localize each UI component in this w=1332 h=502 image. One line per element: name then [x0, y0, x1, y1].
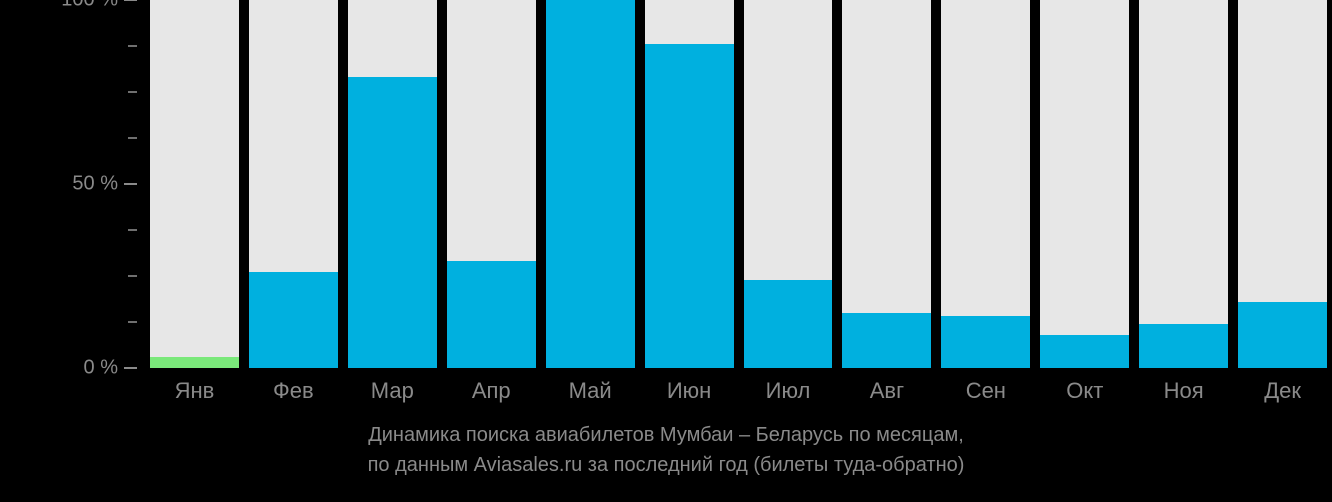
bar-slot[interactable] — [1233, 0, 1332, 368]
bar-track — [446, 0, 536, 368]
y-axis-tick-major — [124, 367, 137, 369]
bar-value — [1040, 334, 1130, 368]
bar-track — [842, 0, 932, 368]
bar-value — [150, 356, 239, 368]
bar-slot[interactable] — [1134, 0, 1233, 368]
bar-slot[interactable] — [145, 0, 244, 368]
y-axis: 100 % 50 % 0 % — [0, 0, 145, 379]
bar-slot[interactable] — [739, 0, 838, 368]
x-axis-label: Сен — [965, 378, 1006, 403]
bar-track — [941, 0, 1031, 368]
bar-track — [644, 0, 734, 368]
plot-area — [145, 0, 1332, 368]
y-axis-tick-major — [124, 0, 137, 1]
chart-caption: Динамика поиска авиабилетов Мумбаи – Бел… — [0, 420, 1332, 480]
caption-line-2: по данным Aviasales.ru за последний год … — [367, 454, 965, 476]
x-axis-label: Окт — [1066, 378, 1104, 403]
bar-slot[interactable] — [541, 0, 640, 368]
x-axis-label: Фев — [273, 378, 314, 403]
bar-value — [248, 272, 338, 368]
bar-slot[interactable] — [640, 0, 739, 368]
y-axis-label: 0 % — [83, 356, 118, 379]
y-axis-tick-minor — [128, 137, 137, 139]
y-axis-tick-minor — [128, 321, 137, 323]
y-axis-tick-major — [124, 183, 137, 185]
bar-value — [743, 279, 833, 368]
bar-value — [1238, 301, 1328, 368]
y-axis-tick-minor — [128, 91, 137, 93]
x-axis-label: Апр — [471, 378, 511, 403]
bar-value — [347, 77, 437, 368]
bar-series — [145, 0, 1332, 368]
bar-track — [1139, 0, 1229, 368]
x-axis-label: Мар — [370, 378, 414, 403]
bar-track — [743, 0, 833, 368]
x-axis-label: Авг — [869, 378, 905, 403]
y-axis-label: 50 % — [72, 172, 118, 195]
y-axis-tick-minor — [128, 275, 137, 277]
bar-value — [446, 261, 536, 368]
x-axis-label: Июл — [765, 378, 811, 403]
bar-track — [347, 0, 437, 368]
bar-value — [842, 312, 932, 368]
x-axis-label: Май — [568, 378, 612, 403]
bar-track — [248, 0, 338, 368]
x-axis: Янв Фев Мар Апр Май Июн Июл Авг Сен Окт Ноя Дек — [145, 368, 1332, 414]
bar-slot[interactable] — [1035, 0, 1134, 368]
bar-slot[interactable] — [442, 0, 541, 368]
bar-track — [1040, 0, 1130, 368]
bar-slot[interactable] — [936, 0, 1035, 368]
x-axis-label: Янв — [174, 378, 215, 403]
caption-line-1: Динамика поиска авиабилетов Мумбаи – Бел… — [368, 424, 964, 446]
bar-value — [1139, 323, 1229, 368]
bar-track — [150, 0, 239, 368]
bar-value — [545, 0, 635, 368]
bar-value — [941, 316, 1031, 368]
bar-slot[interactable] — [837, 0, 936, 368]
bar-track — [545, 0, 635, 368]
bar-slot[interactable] — [343, 0, 442, 368]
y-axis-tick-minor — [128, 229, 137, 231]
x-axis-label: Ноя — [1163, 378, 1204, 403]
y-axis-label: 100 % — [61, 0, 118, 12]
bar-track — [1238, 0, 1328, 368]
x-axis-label: Июн — [666, 378, 712, 403]
bar-value — [644, 44, 734, 368]
y-axis-tick-minor — [128, 45, 137, 47]
x-axis-label: Дек — [1264, 378, 1301, 403]
bar-slot[interactable] — [244, 0, 343, 368]
